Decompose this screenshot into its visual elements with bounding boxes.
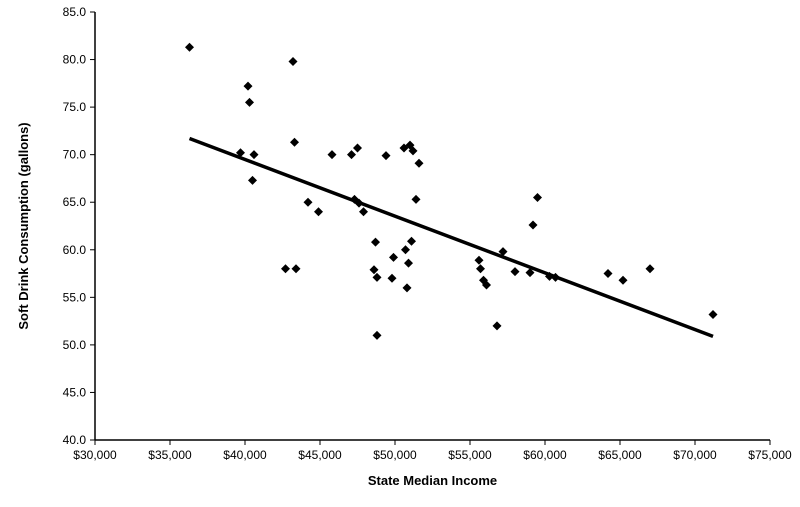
chart-svg: $30,000 $35,000 $40,000 $45,000 $50,000 $55,0…: [0, 0, 800, 507]
y-tick-label: 75.0: [63, 100, 87, 114]
x-tick-label: $75,000: [748, 448, 792, 462]
y-tick-label: 50.0: [63, 338, 87, 352]
scatter-chart: $30,000 $35,000 $40,000 $45,000 $50,000 $55,0…: [0, 0, 800, 507]
y-tick-label: 45.0: [63, 385, 87, 399]
y-tick-label: 65.0: [63, 195, 87, 209]
x-tick-label: $60,000: [523, 448, 567, 462]
x-tick-label: $40,000: [223, 448, 267, 462]
y-tick-label: 70.0: [63, 148, 87, 162]
y-axis-label: Soft Drink Consumption (gallons): [16, 122, 31, 329]
x-tick-label: $35,000: [148, 448, 192, 462]
x-axis-label: State Median Income: [368, 473, 497, 488]
x-tick-label: $70,000: [673, 448, 717, 462]
x-tick-label: $65,000: [598, 448, 642, 462]
y-tick-label: 80.0: [63, 53, 87, 67]
x-tick-label: $30,000: [73, 448, 117, 462]
x-tick-label: $50,000: [373, 448, 417, 462]
x-tick-label: $45,000: [298, 448, 342, 462]
y-tick-label: 85.0: [63, 5, 87, 19]
y-tick-label: 40.0: [63, 433, 87, 447]
x-tick-label: $55,000: [448, 448, 492, 462]
y-tick-label: 60.0: [63, 243, 87, 257]
y-tick-label: 55.0: [63, 290, 87, 304]
